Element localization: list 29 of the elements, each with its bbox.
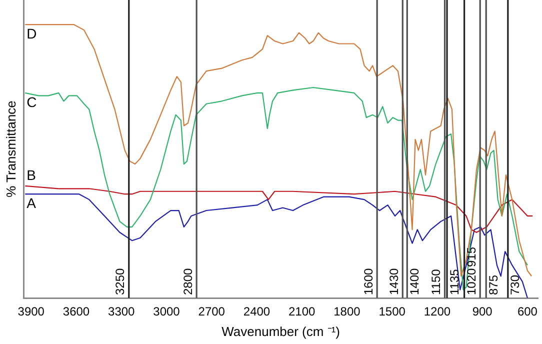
ref-line-label: 915 xyxy=(464,246,478,267)
x-tick-label: 2100 xyxy=(288,304,316,319)
x-tick-label: 2400 xyxy=(243,304,270,319)
x-tick-label: 900 xyxy=(472,304,493,319)
x-tick-label: 600 xyxy=(517,304,538,319)
x-axis-title: Wavenumber (cm ⁻¹) xyxy=(222,324,340,339)
ref-line-label: 875 xyxy=(486,274,500,295)
series-label: D xyxy=(26,25,37,42)
ref-line-label: 1430 xyxy=(386,268,401,295)
y-axis-title: % Transmittance xyxy=(3,100,18,198)
series-label: C xyxy=(26,94,37,110)
ref-line-label: 1400 xyxy=(407,268,422,295)
ref-line-label: 1600 xyxy=(361,268,376,295)
ref-line-label: 1150 xyxy=(429,268,444,295)
x-tick-label: 2700 xyxy=(198,304,226,319)
x-tick-label: 3300 xyxy=(108,304,136,319)
x-tick-label: 1200 xyxy=(424,304,451,319)
x-tick-label: 3600 xyxy=(62,304,90,319)
series-label: A xyxy=(26,194,37,211)
ref-line-label: 1135 xyxy=(447,268,462,295)
x-tick-label: 1500 xyxy=(378,304,406,319)
x-tick-label: 1800 xyxy=(334,304,361,319)
series-label: B xyxy=(26,166,36,183)
ref-line-label: 2800 xyxy=(180,268,195,295)
ref-line-label: 3250 xyxy=(113,268,128,295)
x-tick-label: 3000 xyxy=(153,304,180,319)
ref-line-label: 730 xyxy=(508,274,522,295)
ref-line-label: 1020 xyxy=(464,268,479,295)
x-tick-label: 3900 xyxy=(18,304,45,319)
